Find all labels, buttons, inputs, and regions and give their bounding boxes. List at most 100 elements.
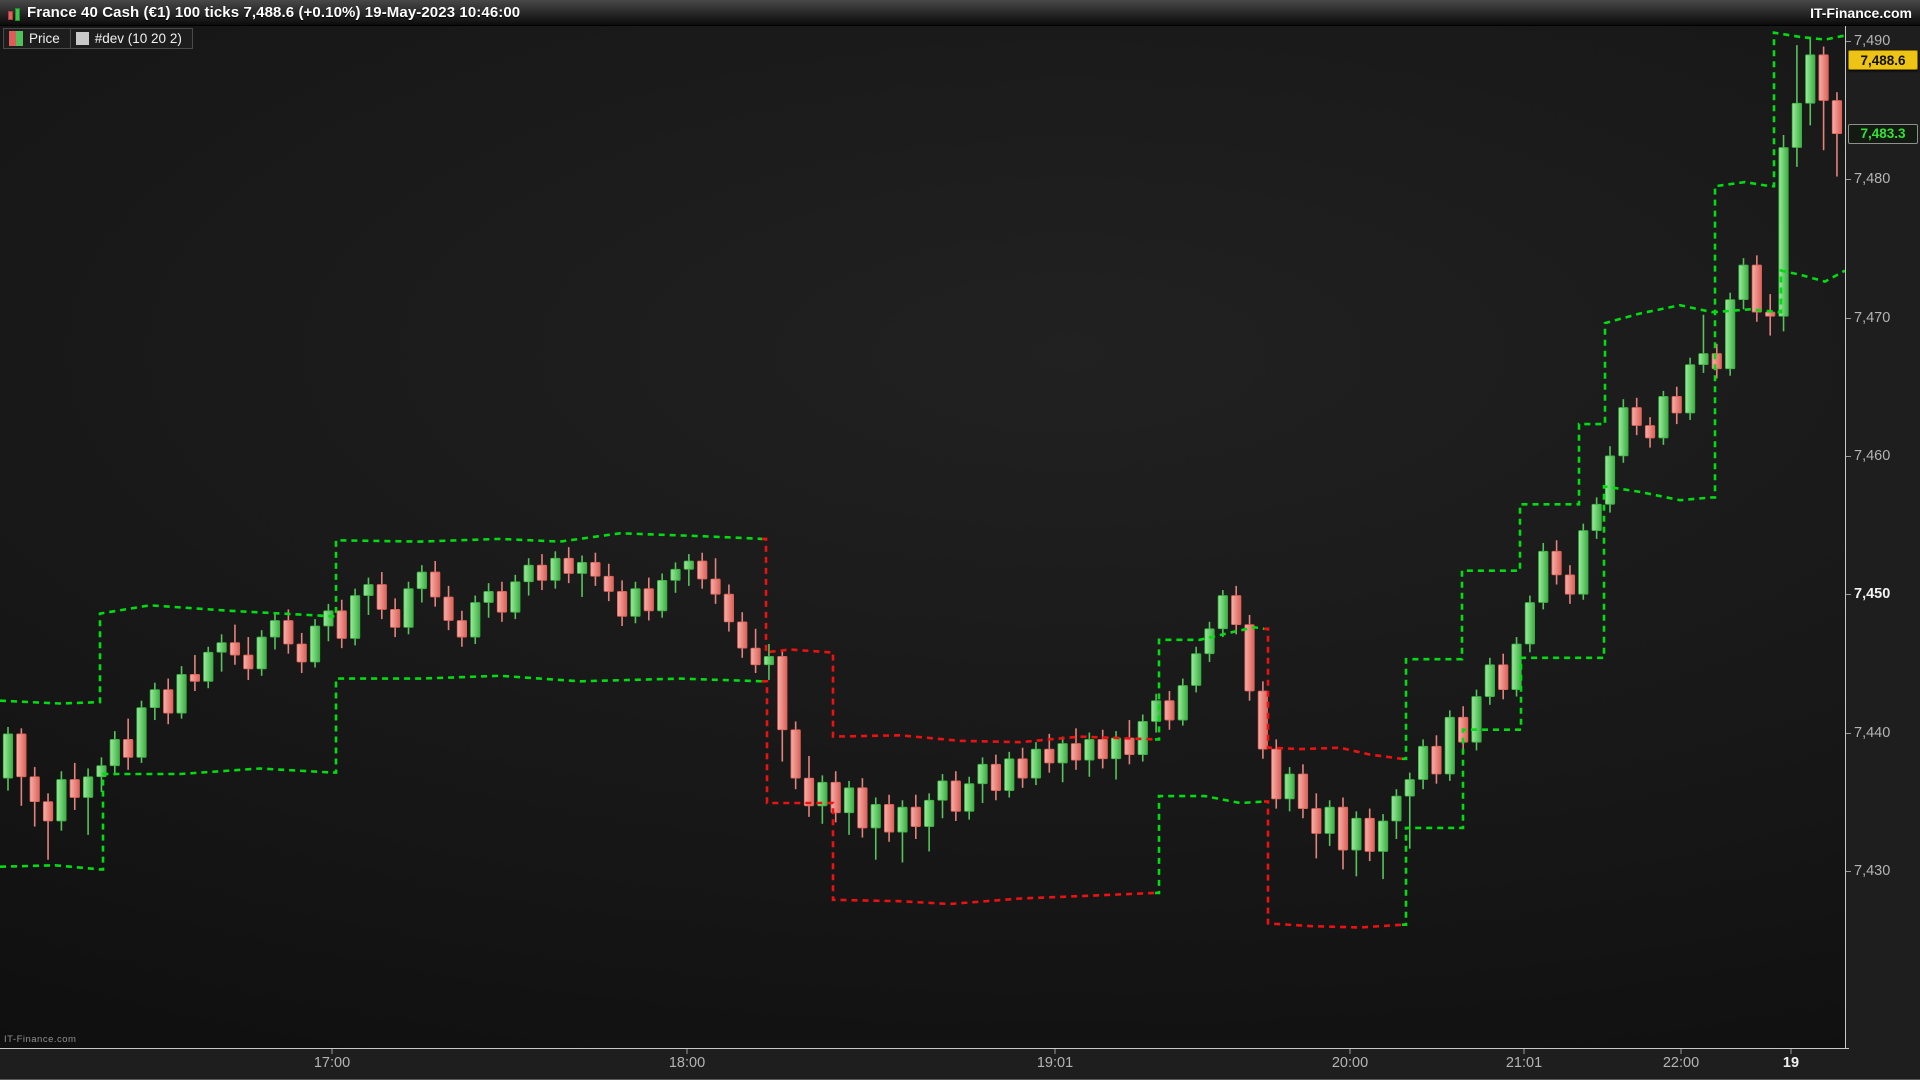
price-axis-label: 7,480	[1854, 171, 1891, 188]
candle-body	[697, 560, 708, 580]
candle-body	[296, 643, 307, 663]
candle-body	[243, 654, 254, 670]
candle-body	[683, 560, 694, 570]
candle-body	[1738, 264, 1749, 301]
candle-body	[1671, 396, 1682, 414]
candle-body	[1805, 54, 1816, 104]
price-axis[interactable]: 7,490 7,480 7,470 7,460 7,450 7,440 7,430 7,488…	[1845, 26, 1920, 1048]
candle-body	[857, 787, 868, 829]
candle-body	[1484, 664, 1495, 697]
candle-body	[83, 776, 94, 798]
candle-body	[617, 591, 628, 617]
candle-body	[1578, 530, 1589, 595]
candle-body	[643, 588, 654, 612]
time-axis-tick	[686, 1049, 688, 1054]
candle-body	[1257, 690, 1268, 750]
candle-body	[323, 610, 334, 627]
candle-body	[1444, 716, 1455, 775]
candlestick-icon	[8, 5, 20, 21]
candle-body	[109, 739, 120, 767]
candle-body	[790, 729, 801, 779]
time-axis[interactable]: 17:00 18:00 19:01 20:00 21:01 22:00 19	[0, 1048, 1920, 1080]
candle-body	[1725, 299, 1736, 370]
candle-body	[1831, 100, 1843, 135]
candle-body	[29, 776, 40, 803]
candle-body	[390, 609, 401, 628]
candle-body	[283, 620, 294, 645]
time-axis-label: 17:00	[313, 1055, 351, 1071]
upper-band-segment	[1402, 31, 1845, 761]
candle-body	[1604, 455, 1616, 505]
candle-body	[1778, 147, 1789, 317]
candle-body	[1057, 743, 1068, 764]
time-axis-label: 19:01	[1036, 1055, 1074, 1071]
watermark: IT-Finance.com	[4, 1034, 77, 1045]
candle-body	[1431, 745, 1442, 775]
time-axis-label: 22:00	[1662, 1055, 1700, 1071]
candle-body	[1765, 311, 1776, 317]
candle-body	[1097, 739, 1108, 760]
candle-body	[1070, 743, 1082, 761]
price-series-icon	[9, 31, 23, 46]
legend-item-price[interactable]: Price	[4, 29, 71, 48]
time-axis-tick	[1790, 1049, 1792, 1054]
candlestick-chart[interactable]	[0, 26, 1845, 1048]
candle-body	[550, 557, 561, 581]
candle-body	[884, 804, 895, 833]
dev-indicator-icon	[75, 32, 89, 45]
candle-body	[403, 588, 414, 628]
candle-body	[657, 579, 668, 612]
candle-body	[1818, 54, 1829, 101]
candle-body	[203, 651, 214, 682]
candle-body	[1471, 696, 1482, 743]
candle-body	[523, 564, 534, 583]
time-axis-tick	[1054, 1049, 1056, 1054]
candle-body	[723, 593, 735, 623]
candle-body	[1391, 795, 1402, 822]
candle-body	[363, 584, 374, 596]
candle-body	[349, 595, 361, 639]
chart-legend: Price #dev (10 20 2)	[3, 28, 193, 49]
candle-body	[336, 610, 347, 639]
candle-body	[1177, 685, 1188, 721]
candle-body	[603, 575, 614, 592]
candle-body	[1351, 817, 1362, 851]
candle-body	[1191, 653, 1202, 686]
candle-body	[1110, 737, 1122, 760]
legend-item-dev-indicator[interactable]: #dev (10 20 2)	[71, 29, 192, 48]
candle-body	[163, 689, 174, 714]
candle-body	[510, 581, 521, 613]
candle-body	[269, 620, 281, 638]
candle-body	[1551, 550, 1562, 576]
lower-band-segment	[1402, 268, 1845, 926]
candle-body	[1364, 817, 1375, 852]
candle-body	[576, 561, 588, 574]
candle-body	[1524, 602, 1535, 645]
candle-body	[1030, 748, 1042, 779]
candle-body	[1244, 624, 1255, 692]
price-axis-tick	[1846, 455, 1851, 457]
candle-body	[830, 781, 841, 814]
candle-body	[1791, 102, 1802, 148]
upper-band-segment	[762, 537, 1156, 744]
candle-body	[817, 781, 828, 807]
candle-body	[670, 568, 681, 581]
candle-body	[1404, 779, 1415, 797]
candle-body	[1324, 806, 1335, 834]
candle-body	[1337, 806, 1349, 851]
candle-body	[56, 779, 67, 822]
candle-body	[1231, 595, 1242, 626]
time-axis-label: 19	[1782, 1055, 1800, 1071]
candle-body	[1591, 503, 1602, 531]
price-axis-tick	[1846, 179, 1851, 181]
brand-logo-text: IT-Finance.com	[1810, 4, 1912, 21]
candle-body	[1538, 550, 1549, 603]
time-axis-tick	[1349, 1049, 1351, 1054]
candle-body	[590, 561, 601, 577]
price-axis-label: 7,470	[1854, 309, 1891, 326]
candle-body	[16, 733, 27, 778]
last-price-badge: 7,488.6	[1848, 50, 1918, 71]
chart-canvas[interactable]: IT-Finance.com	[0, 26, 1845, 1048]
price-axis-label: 7,460	[1854, 447, 1891, 464]
